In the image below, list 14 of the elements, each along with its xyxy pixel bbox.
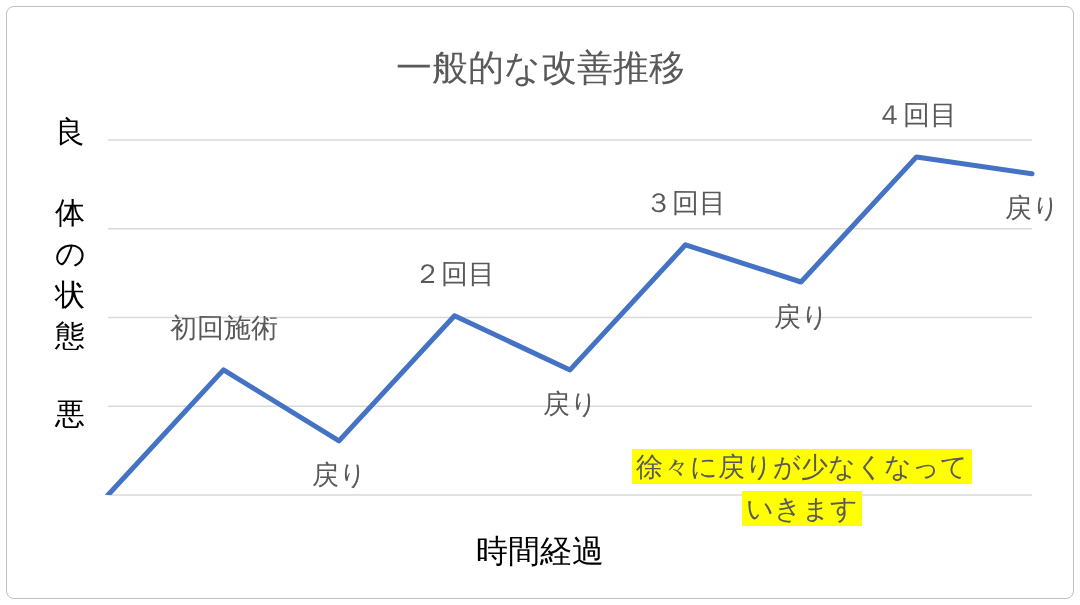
chart-title: 一般的な改善推移 <box>394 46 686 90</box>
text: 悪 <box>55 395 85 433</box>
x-axis-title: 時間経過 <box>475 531 605 572</box>
annotation: 戻り <box>773 300 829 332</box>
text: 良 <box>55 113 85 151</box>
annotation: 戻り <box>1004 192 1060 224</box>
text: ４回目 <box>876 99 957 131</box>
annotation: 戻り <box>542 388 598 420</box>
annotation: 初回施術 <box>169 312 278 344</box>
annotation: ２回目 <box>414 258 495 290</box>
annotation: 戻り <box>311 459 367 491</box>
annotation: 徐々に戻りが少なくなっていきます <box>632 449 972 526</box>
y-axis-title: 体の状態 <box>55 194 87 355</box>
annotation: ３回目 <box>645 187 726 219</box>
